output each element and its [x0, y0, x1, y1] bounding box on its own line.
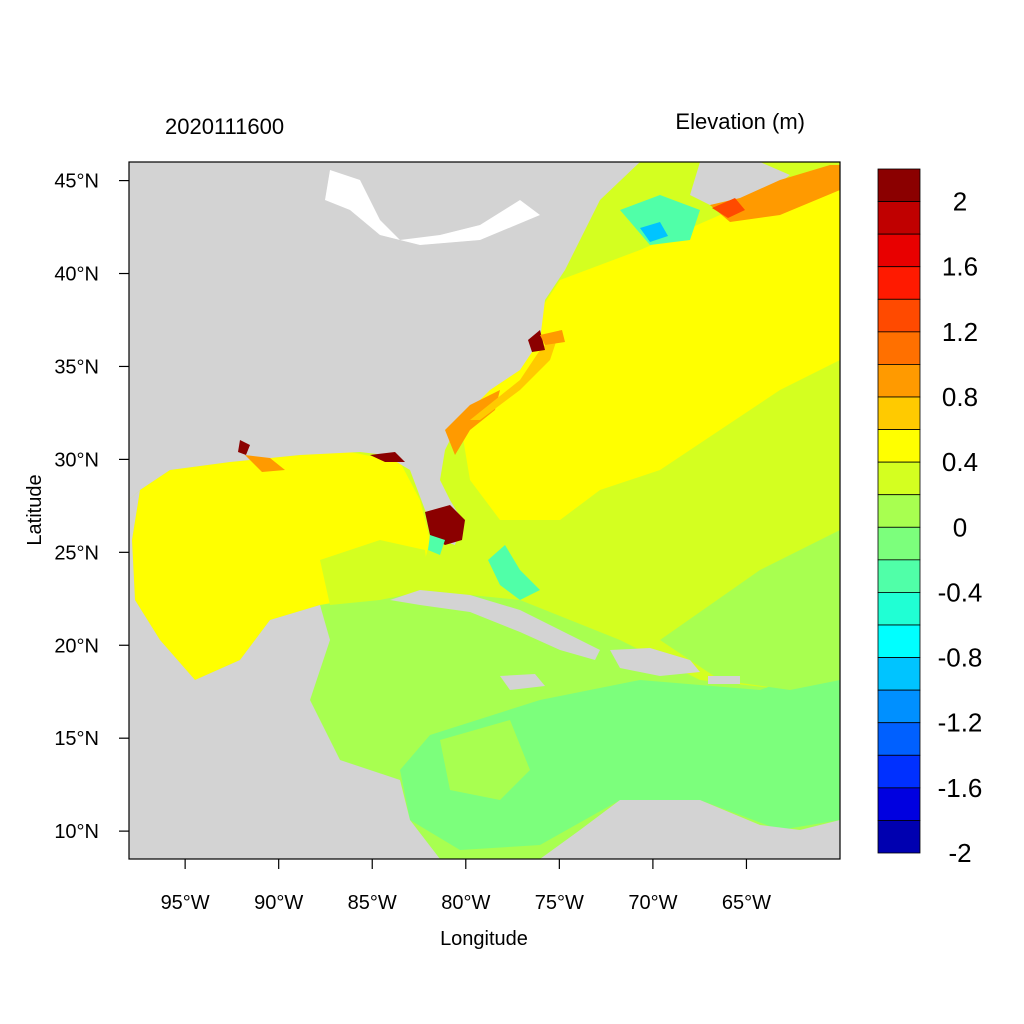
colorbar-swatch — [877, 461, 921, 496]
bahamas-cyan — [488, 545, 540, 600]
atlantic-yellow-region — [460, 165, 840, 520]
nova-scotia-land — [690, 162, 790, 205]
y-tick-label: 35°N — [54, 356, 99, 378]
colorbar-swatch — [877, 168, 921, 202]
y-tick-label: 25°N — [54, 542, 99, 564]
y-tick-label: 30°N — [54, 449, 99, 471]
florida-surge-high — [425, 505, 465, 545]
colorbar-label: 1.6 — [942, 252, 978, 282]
hispaniola-land — [610, 648, 700, 676]
cuba-land — [390, 590, 600, 660]
colorbar-label: -0.4 — [938, 577, 983, 607]
gulf-east-green — [320, 540, 430, 605]
colorbar-swatch — [877, 298, 921, 333]
x-tick-label: 80°W — [441, 892, 490, 914]
atlantic-southeast-region — [660, 530, 840, 690]
great-lakes — [325, 170, 540, 245]
colorbar-label: -0.8 — [938, 643, 983, 673]
gulf-coast-dark — [370, 452, 405, 462]
delmarva-surge — [540, 330, 565, 345]
colorbar-labels: 2 1.6 1.2 0.8 0.4 0 -0.4 -0.8 -1.2 -1.6 -2 — [938, 187, 983, 868]
y-axis-title: Latitude — [24, 474, 46, 545]
x-tick-label: 95°W — [161, 892, 210, 914]
colorbar-swatch — [877, 396, 921, 430]
colorbar-swatch — [877, 592, 921, 626]
x-axis-ticks: 95°W 90°W 85°W 80°W 75°W 70°W 65°W — [161, 859, 771, 914]
map-border — [128, 161, 841, 860]
colorbar-label: 0 — [953, 512, 967, 542]
colorbar-label: 0.8 — [942, 382, 978, 412]
colorbar-swatch — [877, 233, 921, 268]
florida-keys-cyan — [428, 535, 445, 555]
colorbar-label: -2 — [948, 838, 971, 868]
colorbar-swatch — [877, 364, 921, 398]
caribbean-south-region — [400, 660, 840, 850]
colorbar-label: 0.4 — [942, 447, 978, 477]
new-england-blue — [640, 222, 668, 242]
y-tick-label: 45°N — [54, 171, 99, 193]
date-label: 2020111600 — [165, 114, 284, 139]
colorbar-swatch — [877, 657, 921, 691]
central-caribbean-patch — [440, 720, 530, 800]
colorbar-label: 1.2 — [942, 317, 978, 347]
y-axis-ticks: 45°N 40°N 35°N 30°N 25°N 20°N 15°N 10°N — [54, 171, 129, 843]
georgia-coast-surge — [445, 390, 500, 455]
colorbar-label: -1.6 — [938, 773, 983, 803]
new-england-cyan — [620, 195, 700, 245]
y-tick-label: 40°N — [54, 264, 99, 286]
colorbar — [877, 168, 921, 854]
colorbar-label: 2 — [953, 187, 967, 217]
colorbar-swatch — [877, 820, 921, 854]
y-tick-label: 15°N — [54, 728, 99, 750]
x-tick-label: 75°W — [535, 892, 584, 914]
colorbar-swatch — [877, 526, 921, 561]
x-axis-title: Longitude — [440, 928, 528, 950]
colorbar-swatch — [877, 429, 921, 463]
louisiana-coast-dark — [238, 440, 250, 455]
colorbar-swatch — [877, 331, 921, 365]
colorbar-label: -1.2 — [938, 708, 983, 738]
louisiana-coast-surge — [245, 455, 285, 472]
jamaica-land — [500, 674, 545, 690]
colorbar-swatch — [877, 201, 921, 235]
south-america-land — [540, 800, 840, 859]
colorbar-swatch — [877, 722, 921, 756]
colorbar-swatch — [877, 689, 921, 724]
colorbar-swatch — [877, 494, 921, 528]
colorbar-swatch — [877, 624, 921, 658]
x-tick-label: 70°W — [628, 892, 677, 914]
x-tick-label: 65°W — [722, 892, 771, 914]
mexico-land — [129, 490, 440, 859]
y-tick-label: 20°N — [54, 635, 99, 657]
north-america-land — [129, 162, 640, 545]
map-panel — [128, 161, 841, 860]
nova-scotia-surge-high — [712, 198, 745, 218]
gulf-of-mexico — [132, 452, 430, 680]
colorbar-swatch — [877, 754, 921, 789]
colorbar-swatch — [877, 266, 921, 300]
colorbar-swatch — [877, 559, 921, 593]
field-title: Elevation (m) — [675, 109, 805, 134]
puerto-rico-land — [708, 676, 740, 684]
x-tick-label: 90°W — [254, 892, 303, 914]
y-tick-label: 10°N — [54, 821, 99, 843]
colorbar-swatch — [877, 787, 921, 821]
x-tick-label: 85°W — [348, 892, 397, 914]
